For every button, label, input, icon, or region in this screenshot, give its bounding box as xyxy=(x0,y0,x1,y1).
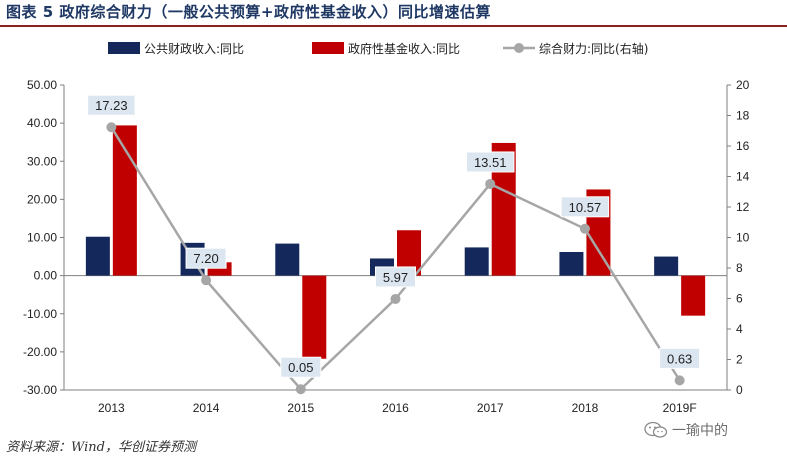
right-tick-label: 18 xyxy=(736,109,750,123)
bar-fund-income xyxy=(681,275,706,316)
watermark: 一瑜中的 xyxy=(644,420,728,440)
x-tick-label: 2019F xyxy=(663,401,697,415)
axes: 50.00 40.00 30.00 20.00 10.00 0.00 -10.00 -20.0… xyxy=(23,78,750,415)
x-tick-label: 2013 xyxy=(98,401,125,415)
right-tick-label: 2 xyxy=(736,353,743,367)
legend-fund-income-label: 政府性基金收入:同比 xyxy=(348,41,460,56)
line-series xyxy=(106,122,685,395)
left-tick-label: 30.00 xyxy=(27,154,57,168)
bar-public-budget xyxy=(654,256,679,276)
figure-title: 图表 5 政府综合财力（一般公共预算+政府性基金收入）同比增速估算 xyxy=(6,3,491,21)
bar-fund-income xyxy=(302,275,327,359)
x-tick-label: 2017 xyxy=(477,401,504,415)
legend-combined-marker xyxy=(514,43,524,53)
bar-public-budget xyxy=(85,236,110,276)
right-tick-label: 16 xyxy=(736,139,750,153)
left-tick-label: 50.00 xyxy=(27,78,57,92)
left-tick-label: -30.00 xyxy=(23,383,57,397)
line-point xyxy=(106,122,117,133)
line-point xyxy=(390,293,401,304)
right-tick-label: 20 xyxy=(736,78,750,92)
right-tick-label: 0 xyxy=(736,383,743,397)
legend-public-budget-swatch xyxy=(108,42,140,54)
legend-public-budget-label: 公共财政收入:同比 xyxy=(144,42,244,56)
data-label-box xyxy=(185,247,227,269)
left-tick-label: 40.00 xyxy=(27,116,57,130)
x-tick-label: 2015 xyxy=(287,401,314,415)
legend-combined-label: 综合财力:同比(右轴) xyxy=(539,41,648,56)
data-label: 0.63 xyxy=(667,351,692,366)
right-tick-label: 4 xyxy=(736,322,743,336)
source-note: 资料来源：Wind，华创证券预测 xyxy=(6,440,196,455)
line-point xyxy=(485,178,496,189)
wechat-icon xyxy=(644,421,668,438)
watermark-text: 一瑜中的 xyxy=(672,423,728,439)
right-tick-label: 8 xyxy=(736,261,743,275)
x-tick-label: 2018 xyxy=(572,401,599,415)
x-tick-label: 2016 xyxy=(382,401,409,415)
right-tick-label: 14 xyxy=(736,170,750,184)
data-label-box xyxy=(560,196,610,218)
legend-fund-income-swatch xyxy=(312,42,344,54)
data-label-box xyxy=(280,356,322,378)
x-tick-label: 2014 xyxy=(193,401,220,415)
bar-public-budget xyxy=(275,243,300,276)
right-tick-label: 6 xyxy=(736,292,743,306)
data-label-box xyxy=(465,151,515,173)
left-tick-label: 0.00 xyxy=(34,269,58,283)
data-label-box xyxy=(87,94,136,116)
right-tick-label: 12 xyxy=(736,200,750,214)
line-point xyxy=(201,275,212,286)
legend: 公共财政收入:同比 政府性基金收入:同比 综合财力:同比(右轴) xyxy=(108,41,648,56)
data-label-box xyxy=(375,266,416,288)
line-point xyxy=(579,223,590,234)
left-tick-label: -20.00 xyxy=(23,345,57,359)
line-point xyxy=(674,375,685,386)
data-label: 13.51 xyxy=(474,155,507,170)
left-tick-label: -10.00 xyxy=(23,307,57,321)
data-label: 10.57 xyxy=(569,200,602,215)
data-label: 5.97 xyxy=(383,270,408,285)
title-divider xyxy=(0,25,787,27)
data-label: 7.20 xyxy=(193,251,218,266)
left-tick-label: 20.00 xyxy=(27,192,57,206)
bars xyxy=(85,125,706,359)
left-tick-label: 10.00 xyxy=(27,231,57,245)
data-label-box xyxy=(659,347,701,369)
right-tick-label: 10 xyxy=(736,231,750,245)
line-point xyxy=(295,384,306,395)
bar-public-budget xyxy=(559,251,584,276)
bar-public-budget xyxy=(464,247,489,276)
data-label: 0.05 xyxy=(288,360,313,375)
data-labels: 17.23 7.20 0.05 5.97 13.51 10.57 0.63 xyxy=(87,94,701,378)
data-label: 17.23 xyxy=(95,98,128,113)
